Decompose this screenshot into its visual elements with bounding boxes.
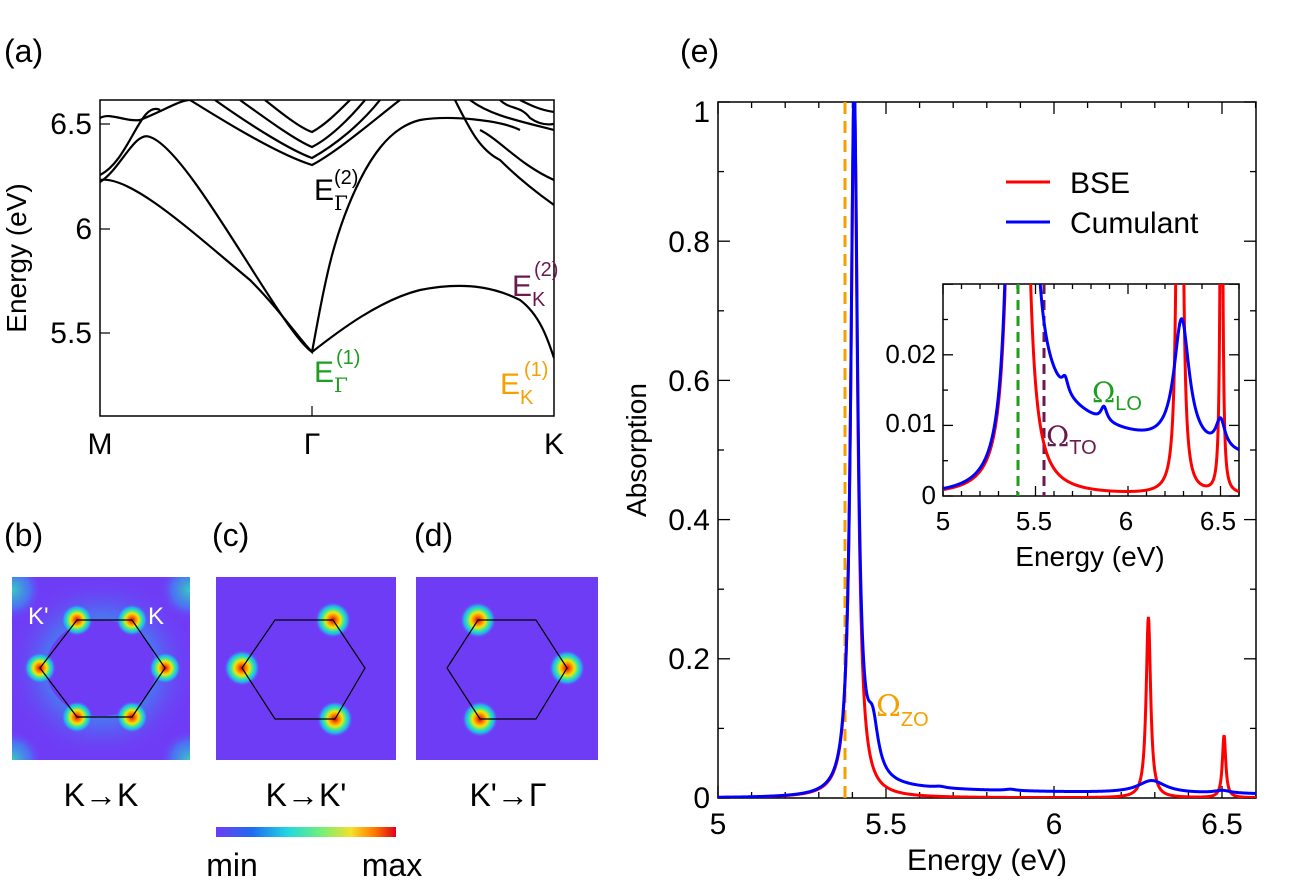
band-lines — [100, 100, 554, 359]
band-lower — [100, 135, 554, 359]
abs-xlabel: Energy (eV) — [907, 844, 1067, 877]
inset-ytick-0.02: 0.02 — [885, 339, 936, 369]
absorption-plot: 0 0.2 0.4 0.6 0.8 1 5 5.5 6 6.5 Energy (… — [621, 96, 1257, 877]
band-7 — [264, 100, 351, 134]
band-4 — [189, 100, 401, 167]
bz-map-b — [12, 577, 190, 760]
inset-xtick-5.5: 5.5 — [1016, 506, 1052, 536]
band-ytick-6: 6 — [75, 213, 92, 246]
band-6 — [239, 100, 366, 149]
band-structure-plot: 6.5 6 5.5 M Γ K Energy (eV) EΓ (2) EK (2… — [1, 99, 564, 461]
abs-xtick-5.5: 5.5 — [865, 808, 907, 841]
abs-ytick-0: 0 — [693, 782, 710, 815]
bz-d-transition: K'→Γ — [469, 777, 546, 813]
abs-ytick-0.6: 0.6 — [668, 365, 710, 398]
colorbar-max: max — [362, 847, 422, 882]
annot-e-k-1-sup: (1) — [524, 359, 548, 381]
band-ytick-6.5: 6.5 — [50, 108, 92, 141]
abs-ytick-1: 1 — [693, 96, 710, 129]
inset-xtick-6: 6 — [1119, 506, 1133, 536]
inset-ytick-0.01: 0.01 — [885, 408, 936, 438]
annot-e-gamma-1-sup: (1) — [336, 347, 360, 369]
abs-ytick-0.8: 0.8 — [668, 226, 710, 259]
annot-e-gamma-2-sup: (2) — [334, 167, 358, 189]
abs-ytick-0.4: 0.4 — [668, 504, 710, 537]
abs-xtick-6.5: 6.5 — [1201, 808, 1243, 841]
annot-e-k-1: EK — [500, 368, 534, 409]
panel-a-label: (a) — [4, 33, 43, 69]
inset-series-cumulant — [943, 284, 1239, 490]
band-2 — [100, 116, 521, 355]
abs-ylabel: Absorption — [621, 383, 652, 517]
band-ticks — [100, 123, 313, 416]
legend: BSE Cumulant — [1006, 167, 1199, 240]
inset-ytick-0: 0 — [922, 480, 936, 510]
colorbar-min: min — [206, 847, 258, 882]
band-plot-frame — [99, 99, 555, 417]
band-12 — [479, 129, 554, 182]
panel-e-label: (e) — [680, 33, 719, 69]
band-ylabel: Energy (eV) — [1, 183, 32, 332]
abs-xtick-6: 6 — [1046, 808, 1063, 841]
band-ytick-5.5: 5.5 — [50, 317, 92, 350]
inset-xlabel: Energy (eV) — [1015, 541, 1164, 572]
band-xtick-m: M — [88, 428, 113, 461]
band-10 — [499, 100, 554, 126]
bz-b-transition: K→K — [64, 777, 139, 813]
abs-xtick-5: 5 — [710, 808, 727, 841]
panel-b-label: (b) — [4, 517, 43, 553]
band-1 — [100, 107, 161, 176]
annot-omega-zo: ΩZO — [876, 689, 929, 731]
inset-frame — [942, 283, 1240, 497]
abs-ytick-0.2: 0.2 — [668, 643, 710, 676]
annot-omega-lo: ΩLO — [1092, 376, 1142, 415]
bz-map-c — [216, 577, 396, 760]
annot-e-gamma-2: EΓ — [314, 174, 348, 215]
legend-bse-label: BSE — [1070, 167, 1130, 200]
colorbar — [216, 827, 396, 837]
band-xtick-k: K — [544, 428, 564, 461]
bz-c-transition: K→K' — [266, 777, 347, 813]
annot-e-gamma-1: EΓ — [314, 356, 348, 397]
absorption-inset: 0 0.01 0.02 5 5.5 6 6.5 Energy (eV) ΩLO … — [885, 283, 1240, 572]
band-5 — [214, 100, 381, 160]
bz-b-corner-kprime: K' — [28, 603, 49, 630]
band-11 — [519, 100, 554, 114]
legend-cumulant-label: Cumulant — [1070, 207, 1199, 240]
annot-omega-to: ΩTO — [1046, 420, 1097, 459]
band-9 — [469, 100, 554, 132]
annot-e-k-2-sup: (2) — [534, 259, 558, 281]
series-cumulant — [718, 102, 1256, 798]
inset-xtick-5: 5 — [936, 506, 950, 536]
bz-b-corner-k: K — [148, 603, 164, 630]
bz-map-d — [416, 577, 598, 760]
panel-c-label: (c) — [212, 517, 249, 553]
band-3 — [100, 100, 191, 122]
band-8 — [454, 100, 554, 206]
band-xtick-gamma: Γ — [304, 428, 321, 461]
annot-e-k-2: EK — [512, 270, 546, 311]
inset-xtick-6.5: 6.5 — [1200, 506, 1236, 536]
panel-d-label: (d) — [414, 517, 453, 553]
